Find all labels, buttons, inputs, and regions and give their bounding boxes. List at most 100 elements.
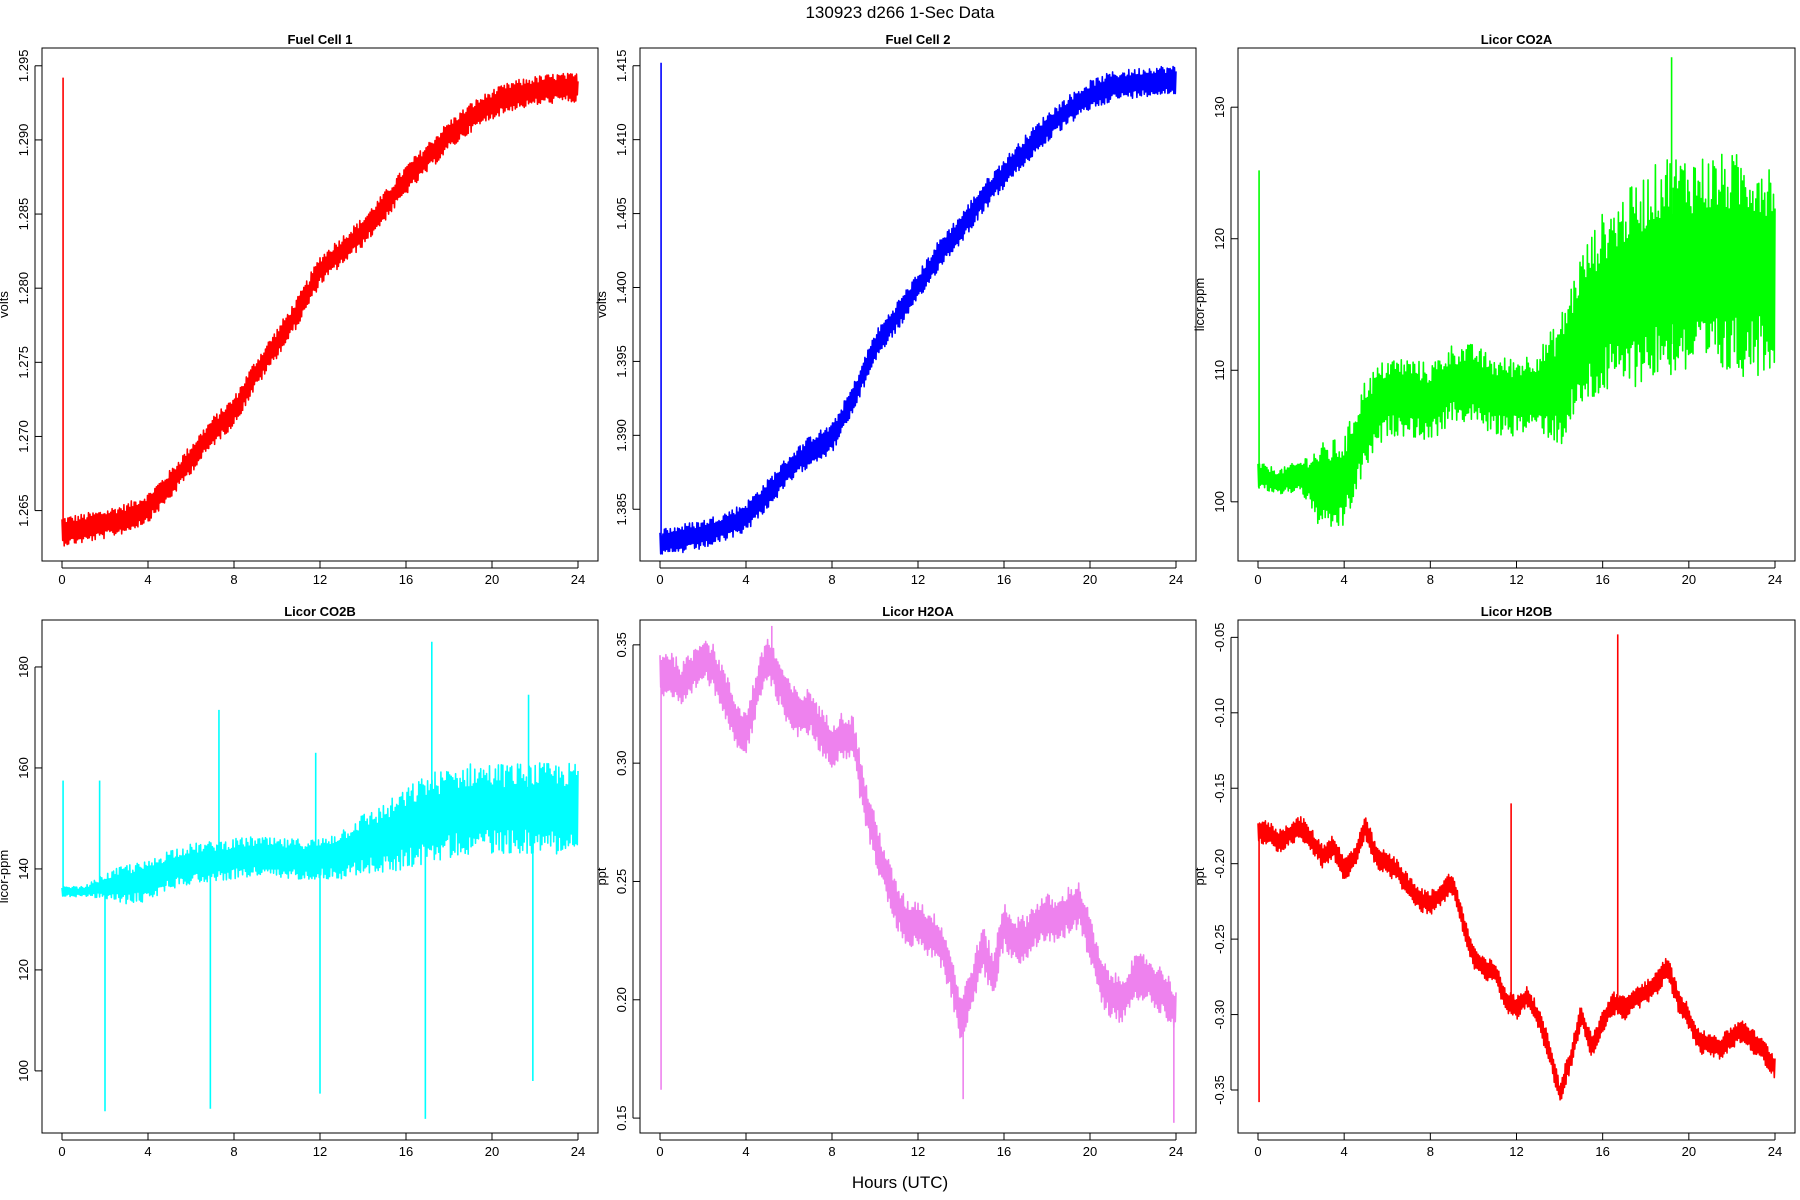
plot-frame	[639, 47, 1197, 562]
x-tick-label: 12	[1509, 1144, 1523, 1159]
y-tick-label: -0.15	[1212, 773, 1227, 803]
panel-title: Licor CO2B	[284, 604, 356, 619]
y-tick-label: -0.35	[1212, 1075, 1227, 1105]
x-tick-label: 0	[1254, 572, 1261, 587]
x-tick-label: 24	[1169, 1144, 1183, 1159]
x-tick-label: 20	[1083, 572, 1097, 587]
y-axis-label: volts	[594, 291, 609, 318]
y-tick-label: 0.20	[614, 987, 629, 1012]
plot-frame	[1237, 619, 1796, 1134]
x-tick-label: 12	[911, 1144, 925, 1159]
plot-frame	[41, 47, 599, 562]
x-tick-label: 4	[144, 572, 151, 587]
x-tick-label: 24	[1768, 572, 1782, 587]
x-tick-label: 4	[1341, 572, 1348, 587]
x-tick-label: 16	[997, 572, 1011, 587]
figure-title: 130923 d266 1-Sec Data	[805, 3, 995, 22]
y-tick-label: 100	[1212, 491, 1227, 513]
x-tick-label: 4	[1341, 1144, 1348, 1159]
y-axis-label: ppt	[1192, 867, 1207, 885]
y-tick-label: 1.410	[614, 123, 629, 156]
y-tick-label: 120	[16, 959, 31, 981]
x-tick-label: 20	[485, 572, 499, 587]
y-tick-label: 1.270	[16, 420, 31, 453]
y-tick-label: 1.265	[16, 494, 31, 527]
x-tick-label: 24	[1768, 1144, 1782, 1159]
y-tick-label: 1.395	[614, 345, 629, 378]
panel-licor-co2a: Licor CO2A licor-ppm 0 4 8 12 16 20 24 100 110 12…	[1192, 32, 1796, 587]
y-axis-label: ppt	[594, 867, 609, 885]
y-tick-label: 1.295	[16, 50, 31, 83]
x-tick-label: 20	[1682, 1144, 1696, 1159]
x-tick-label: 16	[1595, 1144, 1609, 1159]
x-tick-label: 8	[828, 1144, 835, 1159]
x-tick-label: 12	[313, 1144, 327, 1159]
y-tick-label: 140	[16, 858, 31, 880]
x-tick-label: 8	[828, 572, 835, 587]
panel-fuel-cell-1: Fuel Cell 1 volts 0 4 8 12 16 20 24 1.265 1.270 1…	[0, 32, 599, 587]
x-tick-label: 8	[230, 1144, 237, 1159]
y-tick-label: 1.275	[16, 346, 31, 379]
panel-title: Licor H2OB	[1481, 604, 1553, 619]
panel-licor-h2oa: Licor H2OA ppt 0 4 8 12 16 20 24 0.15 0.20 0.25 0.…	[594, 604, 1197, 1159]
x-tick-label: 0	[58, 572, 65, 587]
y-tick-label: -0.20	[1212, 849, 1227, 879]
x-axis-label: Hours (UTC)	[852, 1173, 948, 1192]
y-tick-label: 0.35	[614, 632, 629, 657]
x-tick-label: 16	[399, 572, 413, 587]
x-tick-label: 20	[1682, 572, 1696, 587]
y-tick-label: 110	[1212, 360, 1227, 381]
x-tick-label: 8	[1427, 1144, 1434, 1159]
x-tick-label: 8	[230, 572, 237, 587]
y-tick-label: 130	[1212, 96, 1227, 118]
x-tick-label: 8	[1427, 572, 1434, 587]
panel-title: Fuel Cell 2	[885, 32, 950, 47]
y-tick-label: -0.05	[1212, 623, 1227, 653]
y-tick-label: 1.290	[16, 124, 31, 157]
y-tick-label: 0.30	[614, 751, 629, 776]
y-tick-label: 1.405	[614, 197, 629, 230]
panel-title: Licor H2OA	[882, 604, 954, 619]
y-tick-label: 0.25	[614, 869, 629, 894]
x-tick-label: 4	[144, 1144, 151, 1159]
y-tick-label: 120	[1212, 228, 1227, 250]
y-tick-label: 0.15	[614, 1105, 629, 1130]
x-tick-label: 20	[1083, 1144, 1097, 1159]
panel-title: Licor CO2A	[1481, 32, 1553, 47]
y-tick-label: -0.30	[1212, 1000, 1227, 1030]
x-tick-label: 16	[1595, 572, 1609, 587]
x-tick-label: 4	[742, 572, 749, 587]
panel-licor-h2ob: Licor H2OB ppt 0 4 8 12 16 20 24 -0.35 -0.30 -0.2…	[1192, 604, 1796, 1159]
x-tick-label: 4	[742, 1144, 749, 1159]
x-tick-label: 12	[1509, 572, 1523, 587]
y-tick-label: 1.280	[16, 272, 31, 305]
x-tick-label: 24	[571, 1144, 585, 1159]
y-tick-label: 160	[16, 757, 31, 779]
y-tick-label: -0.25	[1212, 924, 1227, 954]
x-tick-label: 12	[313, 572, 327, 587]
y-tick-label: 1.400	[614, 271, 629, 304]
x-tick-label: 0	[1254, 1144, 1261, 1159]
data-series-line	[1257, 815, 1776, 1101]
x-tick-label: 0	[58, 1144, 65, 1159]
y-axis-label: licor-ppm	[1192, 278, 1207, 331]
panel-fuel-cell-2: Fuel Cell 2 volts 0 4 8 12 16 20 24 1.385 1.390 1…	[594, 32, 1197, 587]
panel-licor-co2b: Licor CO2B licor-ppm 0 4 8 12 16 20 24 100 120 14…	[0, 604, 599, 1159]
data-series-line	[659, 65, 1177, 555]
x-tick-label: 24	[1169, 572, 1183, 587]
y-tick-label: 180	[16, 656, 31, 678]
x-tick-label: 0	[656, 1144, 663, 1159]
y-tick-label: 100	[16, 1060, 31, 1082]
y-tick-label: 1.390	[614, 419, 629, 452]
data-series-line	[61, 72, 579, 547]
data-series-line	[659, 638, 1177, 1039]
y-tick-label: 1.285	[16, 198, 31, 231]
x-tick-label: 16	[997, 1144, 1011, 1159]
x-tick-label: 20	[485, 1144, 499, 1159]
y-tick-label: 1.415	[614, 49, 629, 82]
x-tick-label: 24	[571, 572, 585, 587]
y-tick-label: 1.385	[614, 493, 629, 526]
y-tick-label: -0.10	[1212, 698, 1227, 728]
x-tick-label: 16	[399, 1144, 413, 1159]
